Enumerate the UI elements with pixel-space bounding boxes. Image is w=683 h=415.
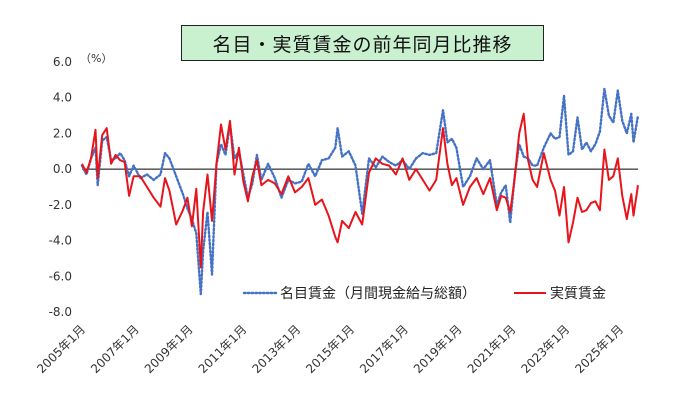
y-unit-label: （%） bbox=[80, 52, 113, 65]
x-tick-label: 2011年1月 bbox=[196, 322, 250, 376]
y-tick-label: 0.0 bbox=[53, 162, 72, 176]
legend-real-label: 実質賃金 bbox=[550, 286, 606, 302]
y-tick-label: 4.0 bbox=[53, 91, 72, 105]
x-tick-label: 2019年1月 bbox=[411, 322, 465, 376]
x-tick-label: 2023年1月 bbox=[519, 322, 573, 376]
x-tick-label: 2021年1月 bbox=[465, 322, 519, 376]
y-tick-label: 6.0 bbox=[53, 55, 72, 69]
x-tick-label: 2005年1月 bbox=[34, 322, 88, 376]
y-tick-label: -6.0 bbox=[49, 269, 72, 283]
x-tick-label: 2013年1月 bbox=[249, 322, 303, 376]
x-tick-label: 2009年1月 bbox=[142, 322, 196, 376]
y-tick-label: -2.0 bbox=[49, 198, 72, 212]
legend-nominal-label: 名目賃金（月間現金給与総額） bbox=[280, 286, 476, 302]
real-wage-line bbox=[81, 112, 639, 269]
x-tick-label: 2007年1月 bbox=[88, 322, 142, 376]
x-tick-label: 2017年1月 bbox=[357, 322, 411, 376]
chart-title: 名目・実質賃金の前年同月比推移 bbox=[181, 25, 544, 61]
y-tick-label: -4.0 bbox=[49, 234, 72, 248]
x-tick-label: 2025年1月 bbox=[572, 322, 626, 376]
nominal-wage-line bbox=[80, 87, 640, 296]
x-tick-label: 2015年1月 bbox=[303, 322, 357, 376]
y-tick-label: -8.0 bbox=[49, 305, 72, 319]
y-tick-label: 2.0 bbox=[53, 126, 72, 140]
